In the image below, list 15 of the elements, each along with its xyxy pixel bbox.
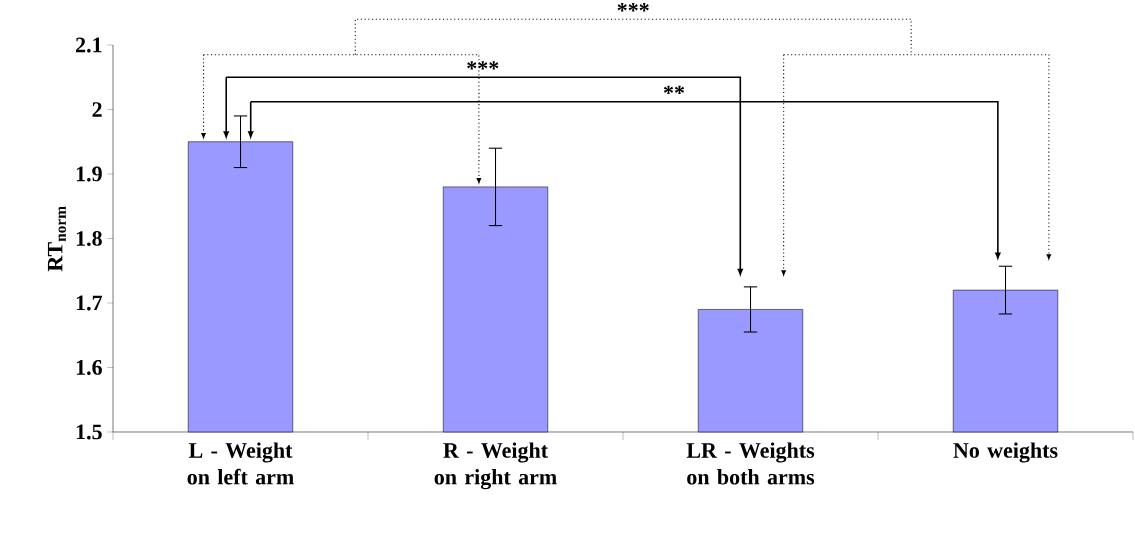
x-tick-label: L - Weight on left arm — [187, 442, 294, 485]
text: *** — [617, 3, 649, 12]
y-tick-label: 1.5 — [76, 424, 102, 440]
y-tick-label: 1.9 — [76, 166, 102, 182]
y-tick-label: 1.7 — [76, 295, 103, 311]
y-tick-label: 2 — [92, 102, 102, 117]
x-tick-label: LR - Weights on both arms — [686, 442, 815, 485]
y-tick-label: 2.1 — [76, 37, 102, 53]
annotation: ** — [663, 85, 685, 94]
x-tick-label: No weights — [953, 442, 1058, 463]
y-axis-title: RT$_{norm}$ — [47, 206, 66, 272]
y-tick-label: 1.8 — [76, 231, 102, 246]
x-tick-label: R - Weight on right arm — [434, 442, 557, 490]
y-tick-label: 1.6 — [76, 360, 102, 375]
annotation: *** — [467, 61, 499, 70]
